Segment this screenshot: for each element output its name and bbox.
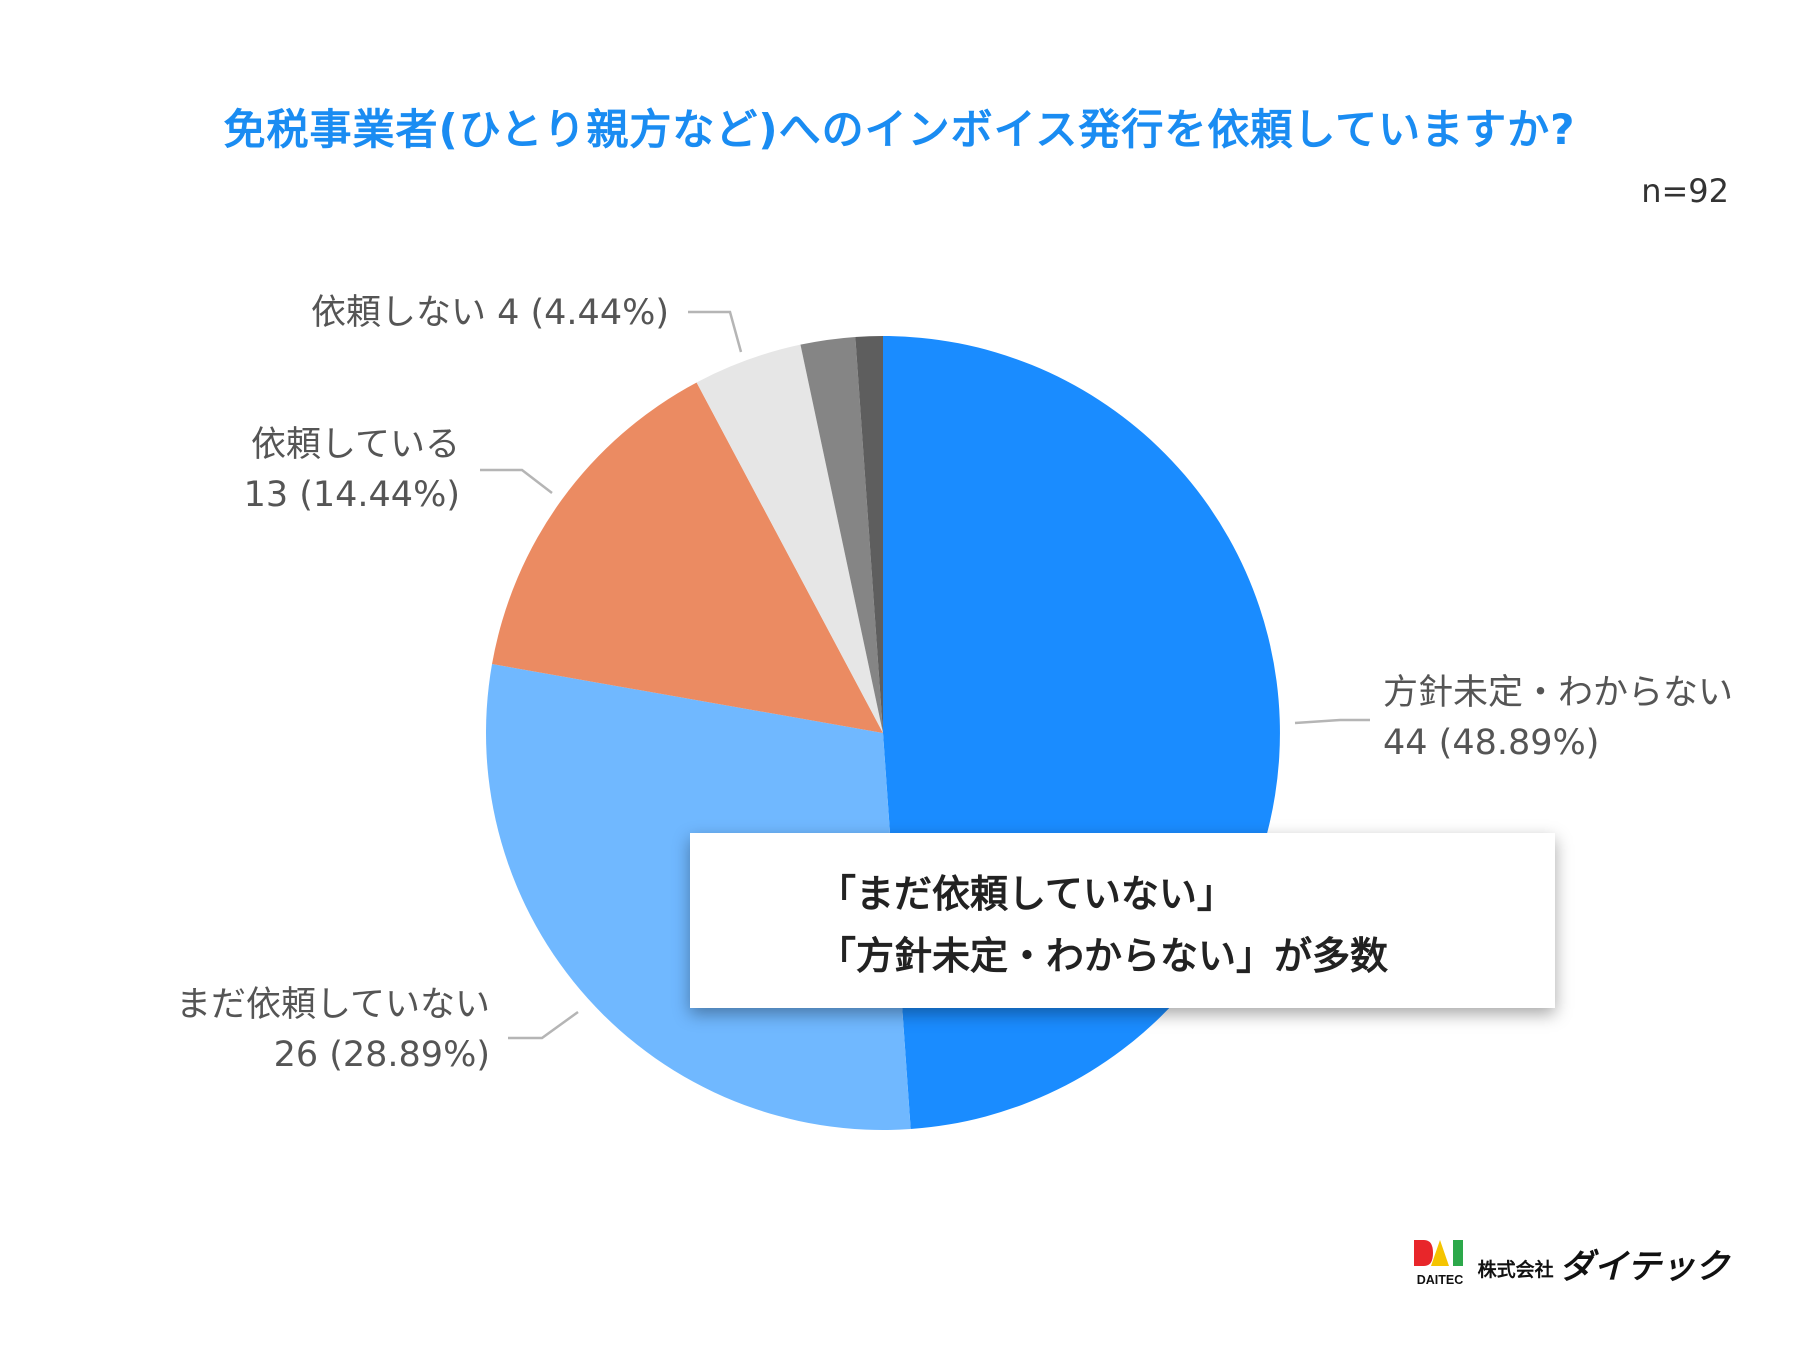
pie-slice-other-1 — [800, 336, 883, 733]
slice-label-not-request-name: 依頼しない 4 (4.44%) — [310, 293, 669, 333]
leader-line-not-yet — [508, 1010, 579, 1040]
svg-text:DAITEC: DAITEC — [1416, 1273, 1463, 1287]
pie-slice-other-2 — [855, 336, 883, 733]
slice-label-requesting-value: 13 (14.44%) — [243, 475, 460, 515]
slice-label-undecided-name: 方針未定・わからない — [1383, 673, 1734, 713]
brand-company-type: 株式会社 — [1477, 1258, 1554, 1281]
brand-logo: DAITEC 株式会社 ダイテック — [1412, 1233, 1729, 1293]
brand-name: ダイテック — [1559, 1246, 1729, 1287]
leader-line-requesting — [480, 468, 553, 494]
slice-label-not-request: 依頼しない 4 (4.44%) — [311, 288, 669, 338]
slice-label-requesting: 依頼している 13 (14.44%) — [244, 420, 460, 520]
slice-label-not-yet: まだ依頼していない 26 (28.89%) — [176, 980, 490, 1080]
callout-line-1: 「まだ依頼していない」 — [818, 872, 1235, 916]
daitec-logo-icon: DAITEC — [1413, 1240, 1463, 1287]
chart-title: 免税事業者(ひとり親方など)へのインボイス発行を依頼していますか? — [223, 105, 1576, 154]
slice-label-not-yet-name: まだ依頼していない — [176, 985, 490, 1025]
pie-slice-undecided — [883, 336, 1280, 1130]
slice-label-undecided-value: 44 (48.89%) — [1383, 723, 1600, 763]
pie-slice-requesting — [492, 382, 883, 733]
sample-size: n=92 — [1641, 172, 1729, 210]
callout-box: 「まだ依頼していない」 「方針未定・わからない」が多数 — [690, 833, 1555, 1008]
callout-line-2: 「方針未定・わからない」が多数 — [818, 934, 1389, 978]
slice-label-requesting-name: 依頼している — [251, 425, 460, 465]
slice-label-undecided: 方針未定・わからない 44 (48.89%) — [1383, 668, 1733, 768]
leader-line-undecided — [1294, 718, 1370, 725]
pie-slice-not-request — [696, 344, 883, 733]
leader-line-not-request — [688, 310, 743, 353]
slice-label-not-yet-value: 26 (28.89%) — [273, 1035, 490, 1075]
